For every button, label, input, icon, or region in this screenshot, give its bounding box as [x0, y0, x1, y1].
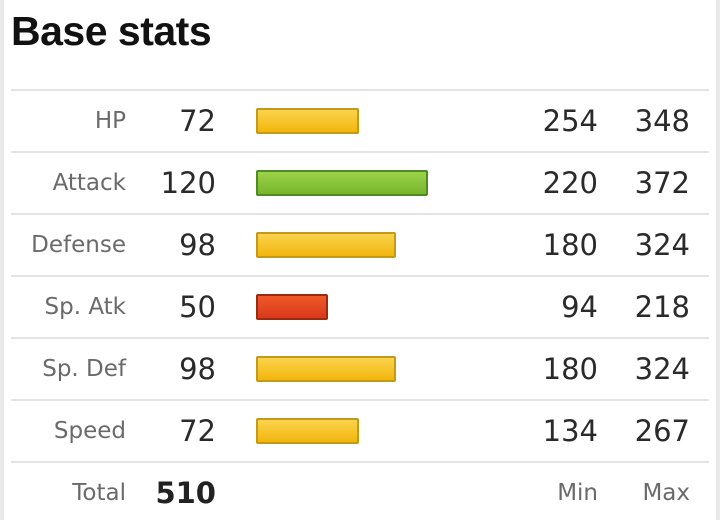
stat-bar [256, 356, 396, 382]
stat-value: 72 [179, 104, 216, 138]
stat-value: 98 [179, 352, 216, 386]
stat-name: Sp. Def [42, 356, 126, 382]
stat-value: 50 [179, 290, 216, 324]
base-stats-table: HP 72 254 348 Attack 120 220 372 Defense… [11, 89, 709, 525]
stat-bar-track [256, 401, 516, 461]
stat-name: Defense [31, 232, 126, 258]
total-value: 510 [155, 476, 216, 510]
stat-max: 218 [634, 290, 690, 324]
stat-bar [256, 294, 328, 320]
stat-min: 254 [542, 104, 598, 138]
stat-value: 98 [179, 228, 216, 262]
stat-row-attack: Attack 120 220 372 [11, 153, 709, 215]
stat-max: 324 [634, 352, 690, 386]
stat-max: 372 [634, 166, 690, 200]
stat-row-speed: Speed 72 134 267 [11, 401, 709, 463]
stat-value: 72 [179, 414, 216, 448]
stat-row-defense: Defense 98 180 324 [11, 215, 709, 277]
stat-bar-track [256, 215, 516, 275]
stat-row-total: Total 510 Min Max [11, 463, 709, 525]
stat-max: 348 [634, 104, 690, 138]
stat-bar-track [256, 277, 516, 337]
stat-bar-track [256, 91, 516, 151]
stat-bar [256, 418, 359, 444]
stat-row-hp: HP 72 254 348 [11, 91, 709, 153]
section-title: Base stats [11, 8, 212, 54]
stat-max: 324 [634, 228, 690, 262]
stat-bar-track [256, 153, 516, 213]
stat-min: 180 [542, 228, 598, 262]
stat-row-sp-atk: Sp. Atk 50 94 218 [11, 277, 709, 339]
stat-bar [256, 170, 428, 196]
stat-bar [256, 108, 359, 134]
stat-name: Sp. Atk [44, 294, 127, 320]
stat-min: 134 [542, 414, 598, 448]
stat-max: 267 [634, 414, 690, 448]
min-column-header: Min [557, 480, 598, 506]
stat-min: 220 [542, 166, 598, 200]
stat-bar-track [256, 339, 516, 399]
stat-min: 94 [561, 290, 598, 324]
stat-value: 120 [160, 166, 216, 200]
stat-row-sp-def: Sp. Def 98 180 324 [11, 339, 709, 401]
frame-right-border [716, 0, 720, 520]
total-label: Total [72, 480, 126, 506]
max-column-header: Max [642, 480, 690, 506]
stat-bar [256, 232, 396, 258]
stat-name: HP [94, 108, 126, 134]
frame-left-border [0, 0, 4, 520]
stat-min: 180 [542, 352, 598, 386]
stat-name: Speed [53, 418, 126, 444]
stat-name: Attack [52, 170, 126, 196]
